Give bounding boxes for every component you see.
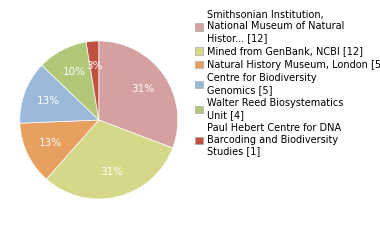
Wedge shape (20, 120, 99, 179)
Wedge shape (99, 41, 178, 148)
Legend: Smithsonian Institution,
National Museum of Natural
Histor... [12], Mined from G: Smithsonian Institution, National Museum… (195, 10, 380, 156)
Wedge shape (86, 41, 99, 120)
Text: 31%: 31% (100, 167, 123, 177)
Wedge shape (46, 120, 173, 199)
Text: 10%: 10% (62, 67, 86, 78)
Wedge shape (42, 42, 99, 120)
Text: 31%: 31% (131, 84, 155, 95)
Wedge shape (20, 65, 99, 123)
Text: 3%: 3% (86, 61, 103, 72)
Text: 13%: 13% (37, 96, 60, 106)
Text: 13%: 13% (39, 138, 62, 148)
